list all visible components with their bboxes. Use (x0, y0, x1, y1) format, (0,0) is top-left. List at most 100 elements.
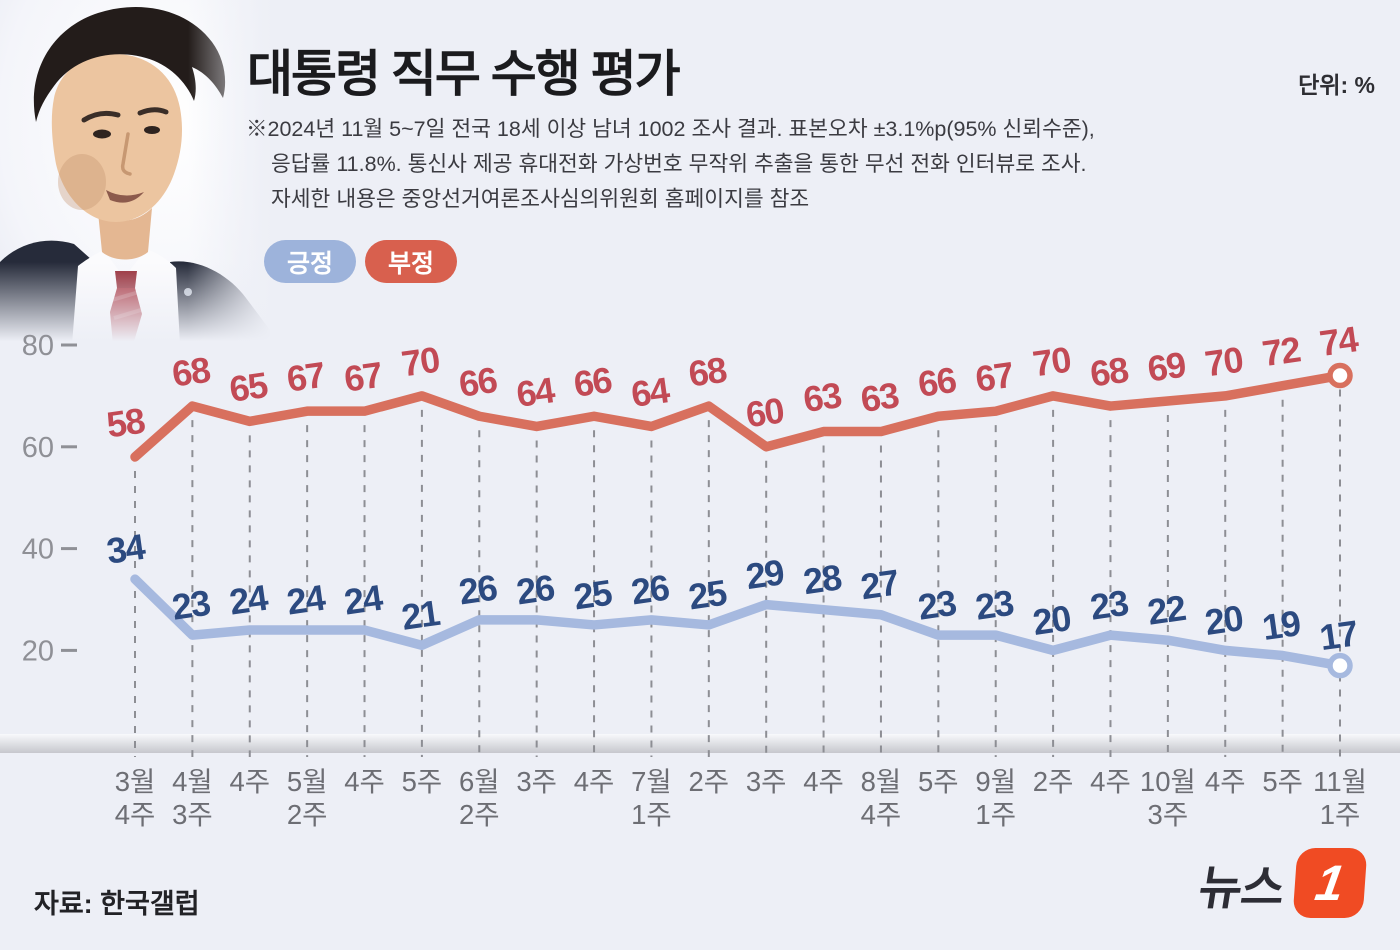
y-tick-label: 20 (22, 635, 54, 667)
positive-value-label: 25 (571, 571, 615, 617)
x-tick-label-line2: 2주 (287, 799, 328, 830)
x-tick-label: 3주 (746, 766, 787, 797)
negative-value-label: 70 (1202, 339, 1245, 385)
x-tick-label-line2: 3주 (1148, 799, 1189, 830)
x-tick-label: 4월 (172, 766, 213, 797)
x-tick-label: 10월 (1140, 766, 1196, 797)
positive-value-label: 20 (1202, 597, 1245, 643)
negative-value-label: 60 (743, 389, 786, 435)
positive-endpoint (1327, 652, 1353, 679)
positive-value-label: 17 (1317, 612, 1360, 658)
negative-value-label: 70 (1030, 339, 1073, 385)
hair (33, 7, 226, 123)
y-tick-label: 80 (22, 330, 54, 362)
x-tick-label-line2: 4주 (115, 799, 156, 830)
x-axis-baseline (0, 734, 1400, 753)
x-tick-label: 4주 (229, 766, 270, 797)
negative-value-label: 72 (1260, 328, 1303, 374)
positive-value-label: 24 (227, 577, 271, 623)
negative-value-label: 63 (801, 374, 844, 420)
positive-value-label: 19 (1260, 602, 1303, 648)
negative-value-label: 67 (342, 354, 385, 400)
x-tick-label: 3월 (115, 766, 156, 797)
negative-value-label: 68 (169, 349, 212, 395)
legend-negative-pill: 부정 (365, 240, 457, 283)
x-tick-label-line2: 3주 (172, 799, 213, 830)
negative-value-label: 65 (227, 364, 271, 410)
eye-left (93, 129, 111, 139)
x-tick-label: 11월 (1313, 766, 1367, 797)
x-tick-label: 5월 (287, 766, 328, 797)
news1-logo-box: 1 (1293, 848, 1368, 918)
x-tick-label-line2: 1주 (1320, 799, 1361, 830)
cheek-shading (58, 154, 106, 210)
source-label: 자료: 한국갤럽 (34, 889, 200, 919)
positive-value-label: 26 (514, 567, 557, 613)
negative-value-label: 67 (284, 354, 327, 400)
y-tick-label: 40 (22, 534, 54, 566)
x-tick-label: 4주 (1205, 766, 1246, 797)
negative-value-label: 58 (104, 400, 147, 446)
legend-positive-label: 긍정 (286, 249, 333, 278)
positive-value-label: 29 (743, 551, 786, 597)
negative-value-label: 66 (915, 359, 958, 405)
y-tick-label: 60 (22, 432, 54, 464)
x-tick-label: 5주 (918, 766, 959, 797)
positive-value-label: 25 (686, 571, 730, 617)
survey-note-line-3: 자세한 내용은 중앙선거여론조사심의위원회 홈페이지를 참조 (271, 187, 810, 211)
positive-value-label: 22 (1145, 587, 1188, 633)
nose (120, 132, 132, 176)
negative-endpoint (1327, 362, 1353, 389)
page-title: 대통령 직무 수행 평가 (247, 46, 681, 102)
positive-value-label: 28 (801, 556, 844, 602)
positive-line (130, 574, 1345, 671)
positive-value-label: 23 (169, 582, 212, 628)
negative-value-label: 66 (456, 359, 499, 405)
x-tick-label-line2: 2주 (459, 799, 500, 830)
negative-value-label: 69 (1145, 344, 1188, 390)
legend-positive-pill: 긍정 (264, 240, 356, 283)
x-tick-label-line2: 1주 (631, 799, 672, 830)
negative-value-label: 70 (399, 339, 442, 385)
mouth (106, 190, 144, 203)
news1-logo-number: 1 (1312, 855, 1349, 911)
negative-value-label: 68 (686, 349, 729, 395)
face (51, 54, 183, 222)
x-tick-label: 8월 (861, 766, 902, 797)
legend-negative-label: 부정 (387, 249, 434, 278)
positive-value-label: 26 (456, 567, 499, 613)
negative-value-label: 63 (858, 374, 901, 420)
negative-value-label: 68 (1088, 349, 1131, 395)
unit-label: 단위: % (1298, 72, 1375, 98)
negative-value-label: 64 (514, 369, 558, 415)
positive-value-label: 26 (628, 567, 671, 613)
legend: 긍정 부정 (264, 240, 457, 283)
eyebrow-left (81, 110, 121, 123)
photo-fade-bottom (0, 262, 286, 350)
news1-logo: 뉴스 1 (1195, 848, 1368, 918)
negative-value-label: 64 (628, 369, 672, 415)
positive-value-label: 24 (342, 577, 386, 623)
eyebrow-right (137, 107, 169, 116)
positive-value-label: 23 (915, 582, 958, 628)
news1-logo-text: 뉴스 (1195, 860, 1289, 914)
x-tick-label: 2주 (689, 766, 730, 797)
negative-value-label: 66 (571, 359, 614, 405)
positive-value-label: 34 (104, 526, 148, 572)
x-tick-label: 4주 (803, 766, 844, 797)
x-tick-label: 9월 (975, 766, 1016, 797)
negative-value-label: 67 (973, 354, 1016, 400)
x-tick-label: 5주 (402, 766, 443, 797)
positive-value-label: 24 (284, 577, 328, 623)
positive-value-label: 23 (1088, 582, 1131, 628)
positive-value-label: 27 (858, 561, 901, 607)
positive-value-label: 21 (399, 592, 443, 638)
x-tick-label: 6월 (459, 766, 500, 797)
x-tick-label: 4주 (574, 766, 615, 797)
x-tick-label: 4주 (344, 766, 385, 797)
x-tick-label-line2: 1주 (975, 799, 1016, 830)
x-tick-label: 5주 (1262, 766, 1303, 797)
survey-note-line-2: 응답률 11.8%. 통신사 제공 휴대전화 가상번호 무작위 추출을 통한 무… (271, 152, 1087, 176)
negative-line (130, 370, 1345, 462)
